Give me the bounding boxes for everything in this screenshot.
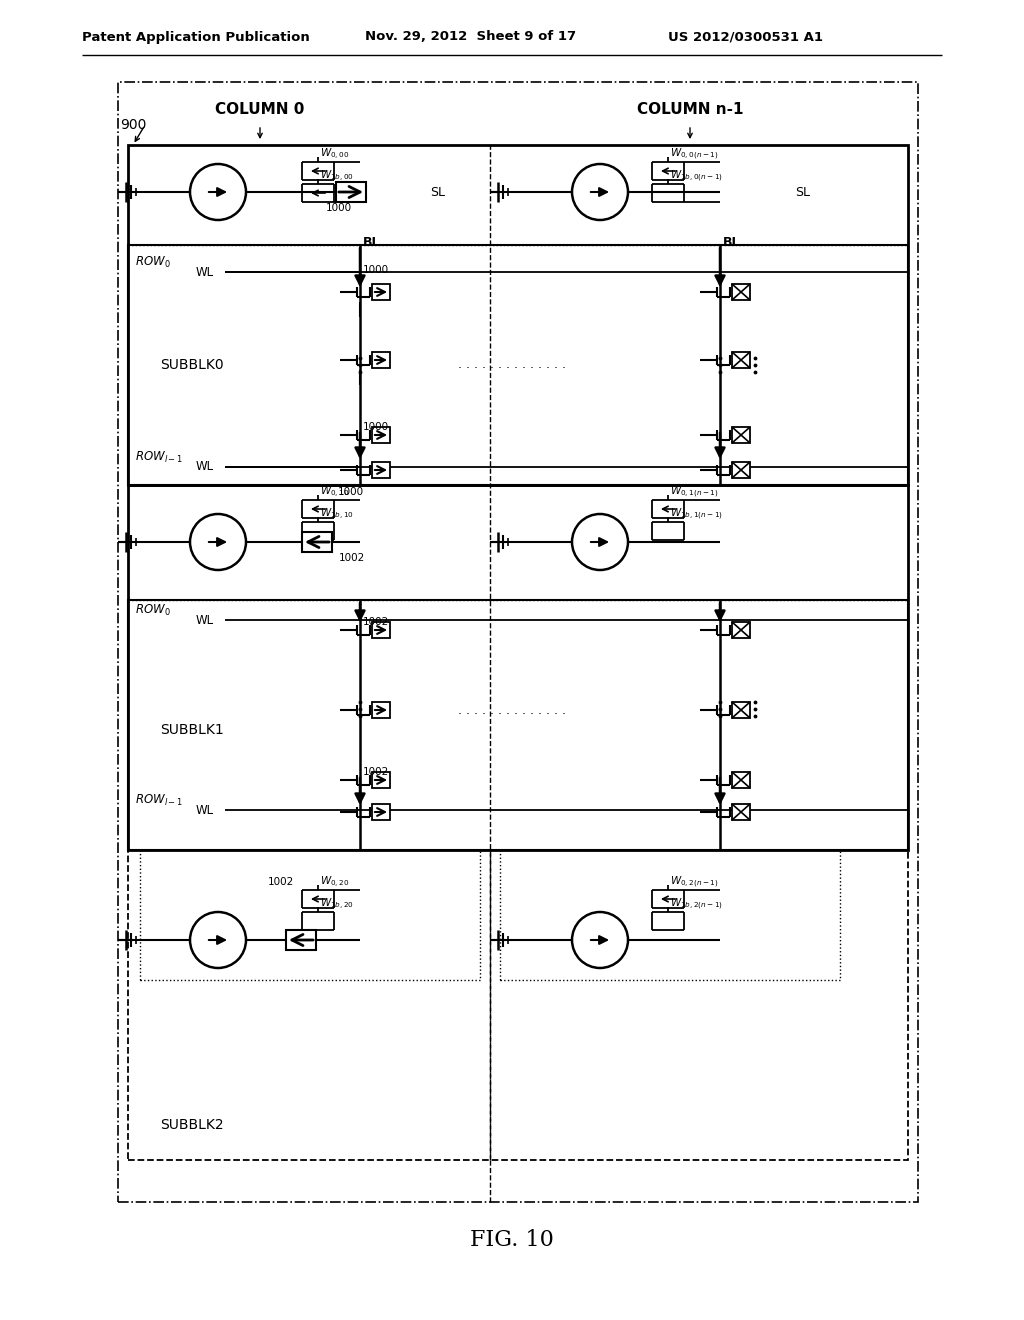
Bar [732, 352, 750, 368]
Text: 1002: 1002 [268, 876, 294, 887]
Text: 900: 900 [120, 117, 146, 132]
Text: $W_{0,1(n-1)}$: $W_{0,1(n-1)}$ [670, 484, 719, 500]
Bar [372, 702, 390, 718]
Bar [118, 82, 918, 1203]
Bar [372, 426, 390, 444]
Bar [372, 352, 390, 368]
Text: $W_{1b,20}$: $W_{1b,20}$ [319, 896, 354, 912]
Text: Patent Application Publication: Patent Application Publication [82, 30, 309, 44]
Bar [128, 246, 908, 484]
Text: US 2012/0300531 A1: US 2012/0300531 A1 [668, 30, 823, 44]
Text: SUBBLK0: SUBBLK0 [160, 358, 223, 372]
Text: $ROW_{l-1}$: $ROW_{l-1}$ [135, 792, 183, 808]
Text: WL: WL [196, 461, 214, 474]
Bar [732, 772, 750, 788]
Text: $W_{0,10}$: $W_{0,10}$ [319, 484, 349, 499]
Bar [732, 462, 750, 478]
Bar [500, 850, 840, 979]
Text: 1000: 1000 [338, 487, 365, 498]
Text: $ROW_0$: $ROW_0$ [135, 255, 171, 269]
Text: $W_{0,20}$: $W_{0,20}$ [319, 874, 349, 890]
Text: $W_{1b,0(n-1)}$: $W_{1b,0(n-1)}$ [670, 168, 723, 183]
Text: WL: WL [196, 265, 214, 279]
Text: $W_{1b,10}$: $W_{1b,10}$ [319, 507, 354, 521]
Bar [128, 145, 908, 484]
Text: 1002: 1002 [339, 553, 366, 564]
Text: $W_{1b,2(n-1)}$: $W_{1b,2(n-1)}$ [670, 896, 723, 912]
Text: 1002: 1002 [362, 616, 389, 627]
Text: 1000: 1000 [362, 265, 389, 275]
Bar [732, 426, 750, 444]
Bar [372, 284, 390, 300]
Bar [302, 532, 332, 552]
Bar [286, 931, 316, 950]
Bar [732, 702, 750, 718]
Text: SUBBLK2: SUBBLK2 [160, 1118, 223, 1133]
Text: 1000: 1000 [326, 203, 352, 213]
Bar [372, 622, 390, 638]
Text: $W_{0,00}$: $W_{0,00}$ [319, 147, 349, 161]
Text: BL: BL [362, 235, 381, 248]
Bar [128, 850, 908, 1160]
Text: COLUMN n-1: COLUMN n-1 [637, 103, 743, 117]
Text: $ROW_{l-1}$: $ROW_{l-1}$ [135, 449, 183, 465]
Bar [128, 601, 908, 850]
Bar [372, 772, 390, 788]
Bar [732, 804, 750, 820]
Bar [732, 284, 750, 300]
Bar [128, 484, 908, 850]
Text: SL: SL [795, 186, 810, 198]
Text: Nov. 29, 2012  Sheet 9 of 17: Nov. 29, 2012 Sheet 9 of 17 [365, 30, 577, 44]
Text: WL: WL [196, 614, 214, 627]
Bar [732, 622, 750, 638]
Text: $W_{0,0(n-1)}$: $W_{0,0(n-1)}$ [670, 147, 719, 162]
Text: 1002: 1002 [362, 767, 389, 777]
Text: $ROW_0$: $ROW_0$ [135, 602, 171, 618]
Text: $W_{1b,1(n-1)}$: $W_{1b,1(n-1)}$ [670, 507, 723, 521]
Text: FIG. 10: FIG. 10 [470, 1229, 554, 1251]
Text: SUBBLK1: SUBBLK1 [160, 723, 224, 737]
Text: . . . . . . . . . . . . . .: . . . . . . . . . . . . . . [458, 704, 566, 717]
Text: . . . . . . . . . . . . . .: . . . . . . . . . . . . . . [458, 359, 566, 371]
Text: COLUMN 0: COLUMN 0 [215, 103, 305, 117]
Text: SL: SL [430, 186, 445, 198]
Text: $W_{1b,00}$: $W_{1b,00}$ [319, 169, 354, 183]
Text: 1000: 1000 [362, 422, 389, 432]
Text: $W_{0,2(n-1)}$: $W_{0,2(n-1)}$ [670, 874, 719, 890]
Bar [372, 462, 390, 478]
Bar [140, 850, 480, 979]
Text: BL: BL [723, 235, 740, 248]
Bar [336, 182, 366, 202]
Text: WL: WL [196, 804, 214, 817]
Bar [372, 804, 390, 820]
